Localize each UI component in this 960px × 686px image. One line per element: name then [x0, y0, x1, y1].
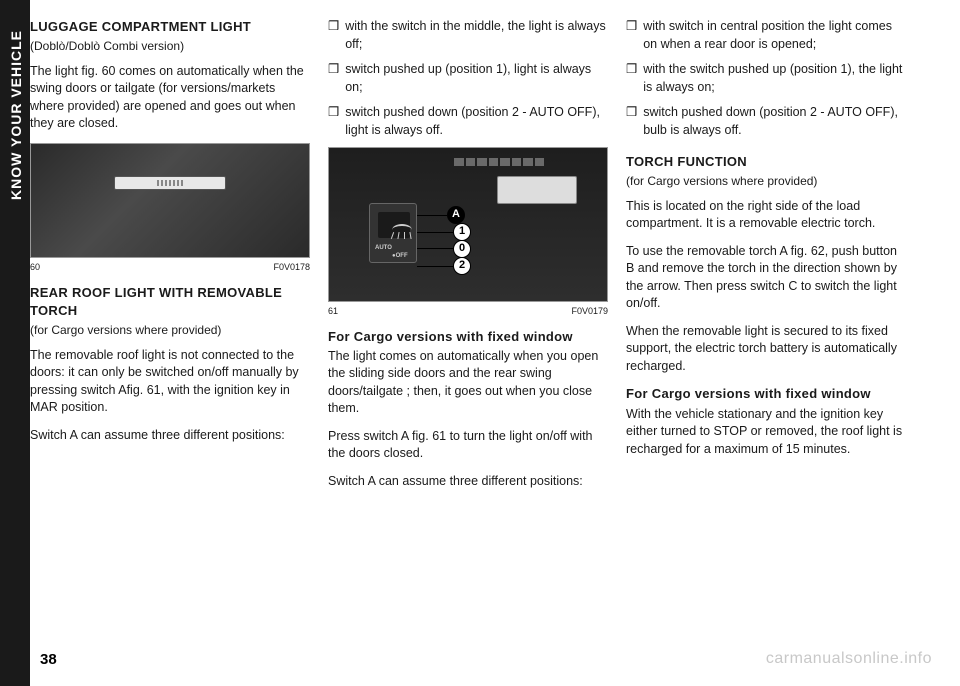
para-luggage: The light fig. 60 comes on automatically…	[30, 63, 310, 133]
heading-rear-roof: REAR ROOF LIGHT WITH REMOVABLE TORCH	[30, 284, 310, 320]
page-number: 38	[40, 651, 57, 668]
heading-torch: TORCH FUNCTION	[626, 153, 906, 171]
figure-60: 60 F0V0178	[30, 143, 310, 274]
figure-60-code: F0V0178	[273, 261, 310, 274]
para-rear-roof-1: The removable roof light is not connecte…	[30, 347, 310, 417]
bullet-c2-3: ❒switch pushed down (position 2 - AUTO O…	[328, 104, 608, 139]
figure-60-caption: 60 F0V0178	[30, 261, 310, 274]
column-2: ❒with the switch in the middle, the ligh…	[328, 18, 608, 500]
bullet-c2-1: ❒with the switch in the middle, the ligh…	[328, 18, 608, 53]
figure-61-image: AUTO ●OFF A 1 0 2	[328, 147, 608, 302]
bullet-text: with the switch pushed up (position 1), …	[643, 61, 906, 96]
figure-61-caption: 61 F0V0179	[328, 305, 608, 318]
page-content: LUGGAGE COMPARTMENT LIGHT (Doblò/Doblò C…	[30, 0, 910, 686]
bullet-marker: ❒	[328, 18, 339, 53]
callout-2: 2	[453, 257, 471, 275]
figure-61: AUTO ●OFF A 1 0 2 61 F0V0179	[328, 147, 608, 318]
figure-60-num: 60	[30, 261, 40, 274]
para-torch-1: This is located on the right side of the…	[626, 198, 906, 233]
bullet-marker: ❒	[328, 104, 339, 139]
figure-61-num: 61	[328, 305, 338, 318]
lamp-box	[497, 176, 577, 204]
para-torch-2: To use the removable torch A fig. 62, pu…	[626, 243, 906, 313]
figure-61-code: F0V0179	[571, 305, 608, 318]
subheading-luggage: (Doblò/Doblò Combi version)	[30, 38, 310, 55]
subheading-torch: (for Cargo versions where provided)	[626, 173, 906, 190]
bullet-c3-1: ❒with switch in central position the lig…	[626, 18, 906, 53]
para-cargo-1: The light comes on automatically when yo…	[328, 348, 608, 418]
bullet-text: with the switch in the middle, the light…	[345, 18, 608, 53]
watermark: carmanualsonline.info	[766, 650, 932, 668]
subheading-rear-roof: (for Cargo versions where provided)	[30, 322, 310, 339]
bullet-c3-3: ❒switch pushed down (position 2 - AUTO O…	[626, 104, 906, 139]
heading-cargo-fixed: For Cargo versions with fixed window	[328, 328, 608, 346]
lamp-grille	[454, 158, 544, 166]
bullet-marker: ❒	[626, 61, 637, 96]
bullet-marker: ❒	[328, 61, 339, 96]
bullet-text: switch pushed up (position 1), light is …	[345, 61, 608, 96]
bullet-marker: ❒	[626, 104, 637, 139]
switch-face	[378, 212, 410, 238]
heading-cargo-fixed-2: For Cargo versions with fixed window	[626, 385, 906, 403]
para-rear-roof-2: Switch A can assume three different posi…	[30, 427, 310, 445]
heading-luggage: LUGGAGE COMPARTMENT LIGHT	[30, 18, 310, 36]
columns: LUGGAGE COMPARTMENT LIGHT (Doblò/Doblò C…	[30, 18, 910, 500]
para-cargo-3: Switch A can assume three different posi…	[328, 473, 608, 491]
bullet-text: switch pushed down (position 2 - AUTO OF…	[345, 104, 608, 139]
sidebar-label: KNOW YOUR VEHICLE	[8, 30, 24, 200]
callout-1: 1	[453, 223, 471, 241]
column-1: LUGGAGE COMPARTMENT LIGHT (Doblò/Doblò C…	[30, 18, 310, 500]
bullet-text: with switch in central position the ligh…	[643, 18, 906, 53]
callout-a: A	[447, 206, 465, 224]
switch-off-label: ●OFF	[392, 252, 408, 260]
switch-box: AUTO ●OFF	[369, 203, 417, 263]
switch-auto-label: AUTO	[375, 244, 392, 252]
callout-0: 0	[453, 240, 471, 258]
para-cargo-fixed-2: With the vehicle stationary and the igni…	[626, 406, 906, 459]
bullet-c2-2: ❒switch pushed up (position 1), light is…	[328, 61, 608, 96]
column-3: ❒with switch in central position the lig…	[626, 18, 906, 500]
bullet-c3-2: ❒with the switch pushed up (position 1),…	[626, 61, 906, 96]
bullet-marker: ❒	[626, 18, 637, 53]
para-cargo-2: Press switch A fig. 61 to turn the light…	[328, 428, 608, 463]
figure-60-image	[30, 143, 310, 258]
bullet-text: switch pushed down (position 2 - AUTO OF…	[643, 104, 906, 139]
para-torch-3: When the removable light is secured to i…	[626, 323, 906, 376]
sidebar: KNOW YOUR VEHICLE	[0, 0, 30, 686]
light-bar	[114, 176, 225, 190]
